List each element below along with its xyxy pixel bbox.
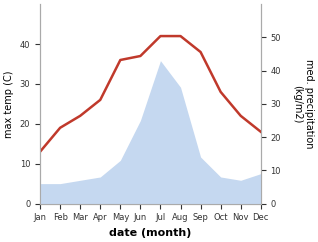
X-axis label: date (month): date (month) [109,228,192,238]
Y-axis label: max temp (C): max temp (C) [4,70,14,138]
Y-axis label: med. precipitation
(kg/m2): med. precipitation (kg/m2) [292,59,314,149]
